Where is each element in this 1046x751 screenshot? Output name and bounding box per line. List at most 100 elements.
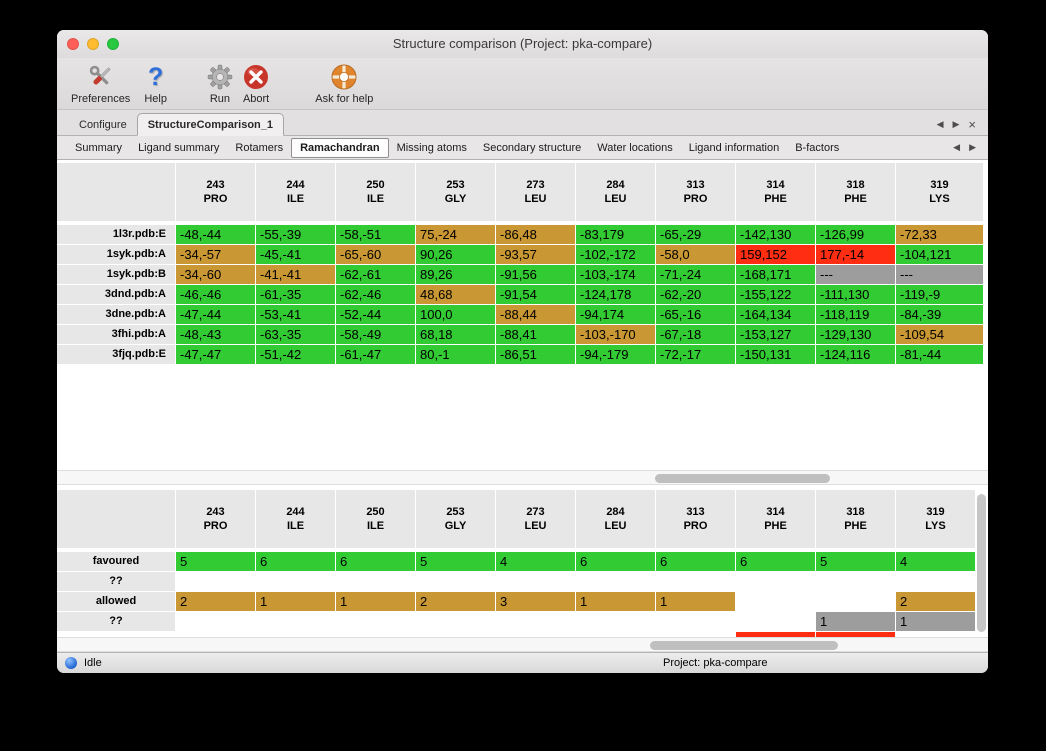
cell-allowed[interactable]: -58,0 — [656, 245, 735, 264]
column-header-314[interactable]: 314 PHE — [736, 490, 815, 548]
cell-none[interactable] — [416, 612, 495, 631]
cell-favoured[interactable]: -91,54 — [496, 285, 575, 304]
cell-favoured[interactable]: -72,-17 — [656, 345, 735, 364]
cell-favoured[interactable]: -47,-44 — [176, 305, 255, 324]
cell-favoured[interactable]: -81,-44 — [896, 345, 983, 364]
cell-favoured[interactable]: -63,-35 — [256, 325, 335, 344]
column-header-273[interactable]: 273 LEU — [496, 490, 575, 548]
subtab-rotamers[interactable]: Rotamers — [235, 141, 284, 154]
column-header-318[interactable]: 318 PHE — [816, 163, 895, 221]
subtab-secondary-structure[interactable]: Secondary structure — [482, 141, 582, 154]
cell-favoured[interactable]: -65,-29 — [656, 225, 735, 244]
subtab-ligand-summary[interactable]: Ligand summary — [138, 141, 220, 154]
cell-none[interactable] — [816, 572, 895, 591]
column-header-318[interactable]: 318 PHE — [816, 490, 895, 548]
cell-none[interactable] — [736, 572, 815, 591]
cell-favoured[interactable]: -104,121 — [896, 245, 983, 264]
subtab-water-locations[interactable]: Water locations — [597, 141, 673, 154]
column-header-284[interactable]: 284 LEU — [576, 490, 655, 548]
cell-missing[interactable]: 1 — [816, 612, 895, 631]
cell-favoured[interactable]: -126,99 — [816, 225, 895, 244]
cell-favoured[interactable]: -58,-49 — [336, 325, 415, 344]
cell-none[interactable] — [816, 592, 895, 611]
cell-allowed[interactable]: 75,-24 — [416, 225, 495, 244]
cell-allowed[interactable]: -34,-57 — [176, 245, 255, 264]
subtab-ligand-information[interactable]: Ligand information — [688, 141, 780, 154]
cell-favoured[interactable]: 6 — [656, 552, 735, 571]
cell-none[interactable] — [736, 612, 815, 631]
toolbar-button-help[interactable]: ? Help — [144, 62, 167, 105]
cell-allowed[interactable]: 1 — [576, 592, 655, 611]
cell-favoured[interactable]: -45,-41 — [256, 245, 335, 264]
cell-none[interactable] — [576, 612, 655, 631]
cell-allowed[interactable]: -88,44 — [496, 305, 575, 324]
cell-favoured[interactable]: -48,-44 — [176, 225, 255, 244]
cell-favoured[interactable]: -155,122 — [736, 285, 815, 304]
tab-structurecomparison-1[interactable]: StructureComparison_1 — [136, 113, 285, 136]
cell-favoured[interactable]: 4 — [496, 552, 575, 571]
row-label-3dne-pdb-a[interactable]: 3dne.pdb:A — [57, 305, 175, 324]
cell-allowed[interactable]: 2 — [896, 592, 975, 611]
cell-favoured[interactable]: -67,-18 — [656, 325, 735, 344]
cell-allowed[interactable]: -86,48 — [496, 225, 575, 244]
cell-favoured[interactable]: -65,-16 — [656, 305, 735, 324]
cell-allowed[interactable]: 3 — [496, 592, 575, 611]
column-header-273[interactable]: 273 LEU — [496, 163, 575, 221]
row-label-[interactable]: ?? — [57, 612, 175, 631]
column-header-284[interactable]: 284 LEU — [576, 163, 655, 221]
cell-favoured[interactable]: -88,41 — [496, 325, 575, 344]
toolbar-button-abort[interactable]: Abort — [243, 62, 269, 105]
row-label-1syk-pdb-b[interactable]: 1syk.pdb:B — [57, 265, 175, 284]
cell-none[interactable] — [576, 572, 655, 591]
cell-favoured[interactable]: 6 — [336, 552, 415, 571]
cell-favoured[interactable]: -119,-9 — [896, 285, 983, 304]
cell-favoured[interactable]: -52,-44 — [336, 305, 415, 324]
cell-favoured[interactable]: -94,-179 — [576, 345, 655, 364]
subtab-summary[interactable]: Summary — [75, 141, 123, 154]
column-header-253[interactable]: 253 GLY — [416, 163, 495, 221]
cell-favoured[interactable]: -48,-43 — [176, 325, 255, 344]
cell-favoured[interactable]: 6 — [736, 552, 815, 571]
cell-favoured[interactable]: -103,-174 — [576, 265, 655, 284]
row-label-[interactable]: ?? — [57, 572, 175, 591]
cell-none[interactable] — [256, 572, 335, 591]
cell-favoured[interactable]: -124,116 — [816, 345, 895, 364]
row-label-favoured[interactable]: favoured — [57, 552, 175, 571]
cell-favoured[interactable]: 90,26 — [416, 245, 495, 264]
row-label-3dnd-pdb-a[interactable]: 3dnd.pdb:A — [57, 285, 175, 304]
cell-favoured[interactable]: -46,-46 — [176, 285, 255, 304]
cell-favoured[interactable]: -51,-42 — [256, 345, 335, 364]
cell-none[interactable] — [176, 572, 255, 591]
subtab-b-factors[interactable]: B-factors — [795, 141, 840, 154]
cell-favoured[interactable]: -164,134 — [736, 305, 815, 324]
cell-favoured[interactable]: -47,-47 — [176, 345, 255, 364]
column-header-243[interactable]: 243 PRO — [176, 490, 255, 548]
zoom-window-button[interactable] — [107, 38, 119, 50]
cell-allowed[interactable]: 1 — [256, 592, 335, 611]
cell-allowed[interactable]: 2 — [176, 592, 255, 611]
cell-favoured[interactable]: -61,-47 — [336, 345, 415, 364]
row-label-3fhi-pdb-a[interactable]: 3fhi.pdb:A — [57, 325, 175, 344]
cell-missing[interactable]: --- — [816, 265, 895, 284]
scrollbar-thumb[interactable] — [655, 474, 830, 483]
cell-allowed[interactable]: -34,-60 — [176, 265, 255, 284]
cell-allowed[interactable]: -72,33 — [896, 225, 983, 244]
cell-favoured[interactable]: 80,-1 — [416, 345, 495, 364]
cell-none[interactable] — [496, 612, 575, 631]
cell-favoured[interactable]: -118,119 — [816, 305, 895, 324]
cell-allowed[interactable]: 1 — [656, 592, 735, 611]
cell-favoured[interactable]: -62,-20 — [656, 285, 735, 304]
column-header-313[interactable]: 313 PRO — [656, 163, 735, 221]
tab-close-icon[interactable]: × — [968, 116, 976, 132]
cell-outlier[interactable]: 177,-14 — [816, 245, 895, 264]
column-header-314[interactable]: 314 PHE — [736, 163, 815, 221]
toolbar-button-preferences[interactable]: Preferences — [71, 62, 130, 105]
cell-favoured[interactable]: -102,-172 — [576, 245, 655, 264]
cell-favoured[interactable]: -94,174 — [576, 305, 655, 324]
cell-favoured[interactable]: -153,127 — [736, 325, 815, 344]
horizontal-scrollbar[interactable] — [57, 470, 988, 485]
column-header-244[interactable]: 244 ILE — [256, 163, 335, 221]
cell-favoured[interactable]: 5 — [176, 552, 255, 571]
cell-outlier[interactable] — [736, 632, 815, 637]
row-label-1l3r-pdb-e[interactable]: 1l3r.pdb:E — [57, 225, 175, 244]
